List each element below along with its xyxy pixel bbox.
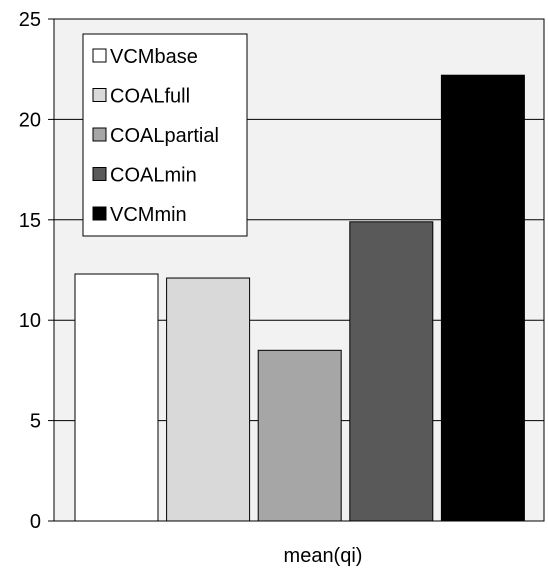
y-tick-label: 10 [19, 310, 41, 332]
bar-vcmbase [74, 273, 159, 522]
legend-box [82, 33, 248, 237]
bar-vcmmin [440, 74, 525, 522]
legend-swatch [92, 167, 107, 181]
y-tick-label: 25 [19, 9, 41, 31]
legend-label: COALfull [110, 86, 190, 108]
bar-coalfull [166, 277, 251, 522]
y-tick-label: 5 [30, 411, 41, 433]
y-tick-label: 0 [30, 511, 41, 533]
legend-swatch [92, 88, 107, 102]
legend-label: VCMbase [110, 46, 198, 68]
legend: VCMbase COALfull COALpartial COALmin VCMmin [82, 33, 248, 237]
y-axis: 0 5 10 15 20 25 [19, 9, 55, 533]
bars [74, 74, 525, 522]
legend-swatch [92, 48, 107, 63]
y-tick-label: 15 [19, 210, 41, 232]
bar-coalpartial [257, 349, 342, 522]
legend-label: COALmin [110, 165, 197, 187]
y-tick-label: 20 [19, 109, 41, 131]
legend-swatch [92, 127, 107, 142]
legend-swatch [92, 206, 107, 221]
legend-label: COALpartial [110, 125, 219, 147]
legend-label: VCMmin [110, 204, 187, 226]
x-axis-title: mean(qi) [284, 545, 363, 567]
bar-coalmin [349, 221, 434, 522]
